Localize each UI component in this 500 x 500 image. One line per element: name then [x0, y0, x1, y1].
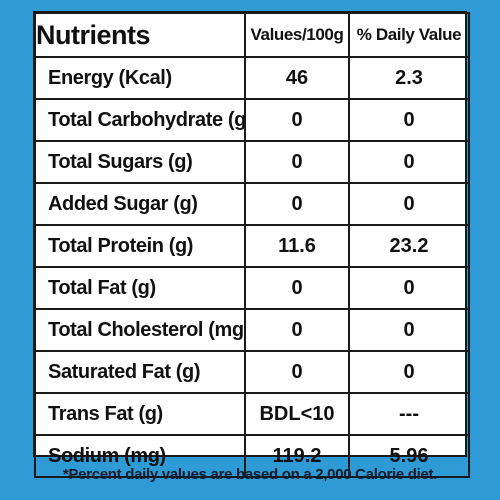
footnote: *Percent daily values are based on a 2,0… [62, 466, 438, 483]
nutrition-table: Nutrients Values/100g % Daily Value Ener… [34, 12, 470, 478]
nutrient-value: BDL<10 [244, 392, 350, 436]
table-row: Total Protein (g) 11.6 23.2 [34, 224, 470, 268]
table-row: Total Cholesterol (mg) 0 0 [34, 308, 470, 352]
nutrient-name: Sodium (mg) [34, 434, 246, 478]
table-row: Sodium (mg) 119.2 5.96 [34, 434, 470, 478]
nutrient-value: 0 [244, 140, 350, 184]
table-row: Total Sugars (g) 0 0 [34, 140, 470, 184]
nutrient-daily-value: 0 [348, 308, 470, 352]
nutrient-name: Total Protein (g) [34, 224, 246, 268]
table-row: Total Fat (g) 0 0 [34, 266, 470, 310]
table-header-row: Nutrients Values/100g % Daily Value [34, 12, 470, 58]
table-row: Trans Fat (g) BDL<10 --- [34, 392, 470, 436]
nutrient-name: Added Sugar (g) [34, 182, 246, 226]
nutrient-value: 0 [244, 98, 350, 142]
header-nutrients: Nutrients [34, 12, 246, 58]
nutrient-value: 0 [244, 266, 350, 310]
table-row: Energy (Kcal) 46 2.3 [34, 56, 470, 100]
nutrient-name: Saturated Fat (g) [34, 350, 246, 394]
header-daily-value: % Daily Value [348, 12, 470, 58]
nutrient-name: Total Cholesterol (mg) [34, 308, 246, 352]
nutrient-name: Total Carbohydrate (g) [34, 98, 246, 142]
nutrient-daily-value: --- [348, 392, 470, 436]
nutrient-daily-value: 0 [348, 98, 470, 142]
nutrient-daily-value: 2.3 [348, 56, 470, 100]
nutrient-name: Energy (Kcal) [34, 56, 246, 100]
nutrition-panel: Nutrients Values/100g % Daily Value Ener… [33, 11, 470, 478]
table-row: Saturated Fat (g) 0 0 [34, 350, 470, 394]
nutrient-value: 46 [244, 56, 350, 100]
nutrient-value: 119.2 [244, 434, 350, 478]
nutrient-daily-value: 5.96 [348, 434, 470, 478]
nutrient-daily-value: 0 [348, 266, 470, 310]
nutrient-daily-value: 0 [348, 350, 470, 394]
nutrient-value: 0 [244, 308, 350, 352]
nutrient-value: 11.6 [244, 224, 350, 268]
table-row: Added Sugar (g) 0 0 [34, 182, 470, 226]
nutrient-name: Total Fat (g) [34, 266, 246, 310]
nutrient-name: Trans Fat (g) [34, 392, 246, 436]
nutrient-daily-value: 23.2 [348, 224, 470, 268]
nutrient-value: 0 [244, 350, 350, 394]
nutrient-name: Total Sugars (g) [34, 140, 246, 184]
nutrient-daily-value: 0 [348, 182, 470, 226]
nutrient-value: 0 [244, 182, 350, 226]
header-values: Values/100g [244, 12, 350, 58]
nutrient-daily-value: 0 [348, 140, 470, 184]
table-row: Total Carbohydrate (g) 0 0 [34, 98, 470, 142]
